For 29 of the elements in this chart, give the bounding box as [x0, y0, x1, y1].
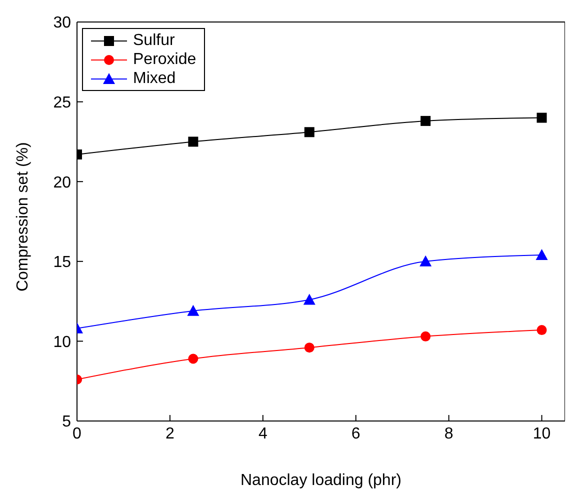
x-tick-label: 4 — [258, 425, 268, 442]
point — [536, 112, 547, 123]
point — [303, 294, 316, 305]
y-tick-label: 30 — [53, 14, 72, 32]
legend-label: Mixed — [133, 69, 176, 88]
x-tick-label: 8 — [444, 425, 454, 442]
x-tick-label: 6 — [351, 425, 360, 442]
y-tick-label: 5 — [62, 414, 72, 431]
point — [536, 249, 548, 260]
point — [536, 325, 547, 336]
x-tick-label: 0 — [72, 425, 82, 442]
point — [188, 354, 198, 364]
x-tick-label: 2 — [166, 425, 174, 442]
legend-label: Sulfur — [133, 31, 175, 50]
y-axis-title: Compression set (%) — [14, 142, 32, 292]
point — [188, 136, 198, 147]
y-tick-label: 25 — [53, 94, 72, 112]
point — [420, 331, 431, 342]
x-tick-label: 10 — [532, 425, 551, 442]
point — [187, 304, 200, 316]
legend-label: Peroxide — [133, 50, 196, 69]
point — [420, 255, 432, 266]
y-tick-label: 10 — [53, 334, 72, 351]
point — [304, 127, 314, 138]
point — [304, 342, 314, 353]
y-tick-label: 20 — [53, 174, 72, 192]
y-tick-label: 15 — [53, 254, 72, 272]
x-axis-title: Nanoclay loading (phr) — [240, 472, 402, 489]
point — [420, 116, 431, 126]
